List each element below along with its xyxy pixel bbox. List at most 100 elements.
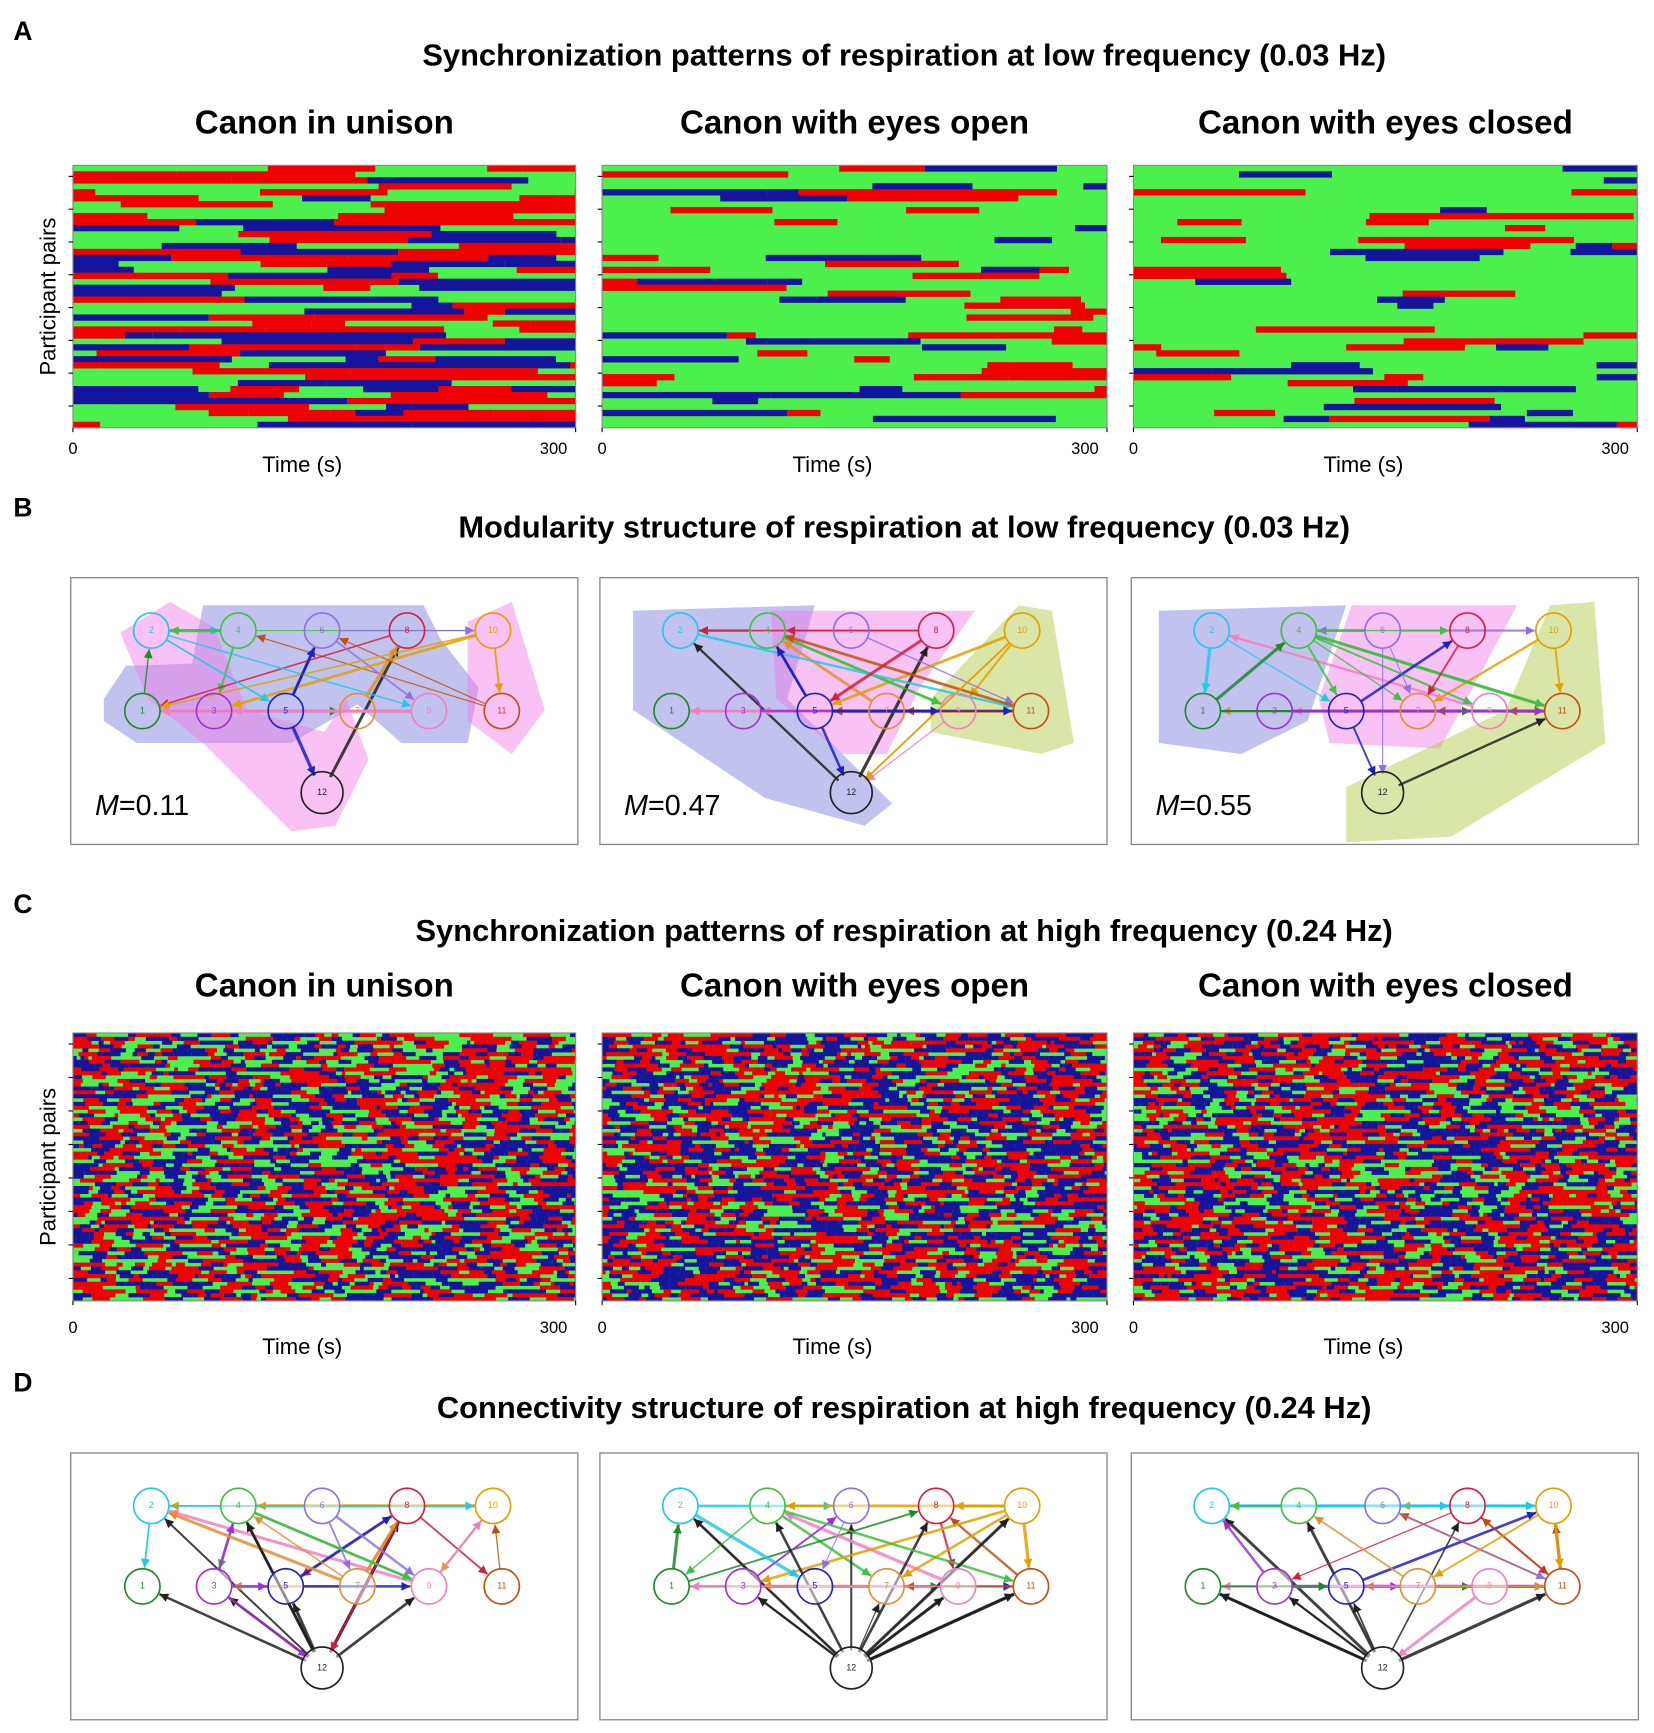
sync-segment [634, 1147, 642, 1152]
sync-segment [257, 421, 412, 429]
sync-segment [494, 1251, 508, 1256]
sync-segment [123, 1082, 137, 1087]
sync-segment [1051, 1166, 1064, 1172]
sync-segment [717, 1120, 735, 1126]
sync-segment [781, 1078, 790, 1084]
sync-segment [1090, 1117, 1102, 1122]
sync-segment [283, 1297, 296, 1302]
sync-segment [842, 1143, 848, 1149]
sync-segment [242, 1258, 255, 1263]
sync-segment [377, 1090, 382, 1095]
sync-segment [743, 1231, 754, 1237]
sync-segment [804, 1174, 820, 1179]
sync-segment [521, 1071, 529, 1076]
arrowhead [864, 770, 875, 780]
sync-segment [1043, 1101, 1053, 1107]
sync-segment [637, 1186, 652, 1191]
sync-segment [811, 1216, 817, 1221]
sync-segment [552, 1036, 566, 1041]
sync-segment [543, 1151, 561, 1156]
sync-segment [776, 1170, 792, 1175]
sync-segment [675, 1231, 689, 1237]
sync-segment [1030, 1143, 1044, 1149]
sync-segment [487, 1052, 492, 1057]
sync-segment [943, 1170, 949, 1175]
sync-segment [698, 1040, 702, 1045]
sync-segment [602, 1251, 611, 1256]
sync-segment [857, 1128, 875, 1133]
sync-segment [892, 1147, 906, 1152]
sync-segment [906, 1258, 916, 1263]
sync-segment [964, 1098, 972, 1103]
sync-segment [174, 1239, 190, 1244]
sync-segment [845, 1055, 855, 1061]
sync-segment [307, 1140, 324, 1145]
sync-segment [733, 1220, 739, 1225]
sync-segment [543, 1147, 560, 1152]
sync-segment [209, 1151, 218, 1156]
sync-segment [421, 1254, 435, 1260]
sync-segment [414, 1159, 430, 1164]
sync-segment [469, 1174, 476, 1179]
sync-segment [82, 1289, 93, 1294]
plot-frame [72, 164, 577, 429]
sync-segment [647, 1224, 666, 1229]
sync-segment [307, 1082, 322, 1087]
sync-segment [83, 1140, 101, 1145]
sync-segment [974, 1235, 981, 1240]
sync-segment [940, 1186, 949, 1191]
sync-segment [868, 1201, 874, 1206]
sync-segment [366, 1151, 377, 1156]
x-tick-label: 0 [1129, 439, 1138, 458]
sync-segment [851, 1098, 860, 1103]
sync-segment [992, 1036, 1011, 1041]
sync-segment [72, 1071, 91, 1076]
sync-segment [965, 1052, 980, 1057]
sync-segment [226, 1201, 232, 1206]
sync-segment [565, 1197, 572, 1202]
sync-segment [367, 177, 529, 184]
sync-segment [948, 1055, 964, 1061]
sync-segment [505, 1270, 518, 1275]
sync-segment [745, 1262, 763, 1267]
sync-segment [925, 1036, 944, 1041]
sync-segment [549, 1193, 568, 1198]
sync-segment [172, 1297, 183, 1302]
sync-segment [1057, 1197, 1069, 1202]
sync-segment [1014, 1052, 1023, 1057]
sync-segment [231, 1231, 239, 1237]
sync-segment [723, 1128, 739, 1133]
sync-segment [705, 1216, 721, 1221]
sync-segment [198, 1293, 207, 1298]
sync-segment [759, 1094, 765, 1099]
sync-segment [1041, 1182, 1054, 1187]
sync-segment [117, 1136, 124, 1141]
sync-segment [398, 278, 576, 285]
sync-segment [676, 1170, 686, 1175]
sync-segment [160, 1071, 164, 1076]
sync-segment [706, 1136, 711, 1141]
sync-segment [160, 1120, 171, 1126]
sync-segment [379, 1258, 386, 1263]
sync-segment [302, 195, 371, 202]
sync-segment [775, 1220, 780, 1225]
sync-segment [572, 1239, 576, 1244]
sync-segment [277, 1197, 286, 1202]
sync-segment [163, 1166, 181, 1172]
sync-segment [344, 1124, 357, 1129]
sync-segment [993, 1174, 1005, 1179]
sync-segment [175, 403, 310, 411]
sync-segment [508, 1151, 519, 1156]
sync-segment [223, 1247, 237, 1252]
node-label: 10 [1549, 625, 1559, 635]
sync-segment [854, 1059, 869, 1064]
sync-segment [243, 1262, 255, 1267]
sync-segment [658, 1258, 673, 1263]
sync-segment [698, 1067, 716, 1072]
sync-segment [799, 1254, 805, 1260]
sync-segment [472, 1109, 482, 1114]
sync-segment [657, 1044, 667, 1049]
sync-segment [816, 1120, 834, 1126]
sync-segment [215, 1063, 224, 1068]
sync-segment [421, 1220, 428, 1225]
